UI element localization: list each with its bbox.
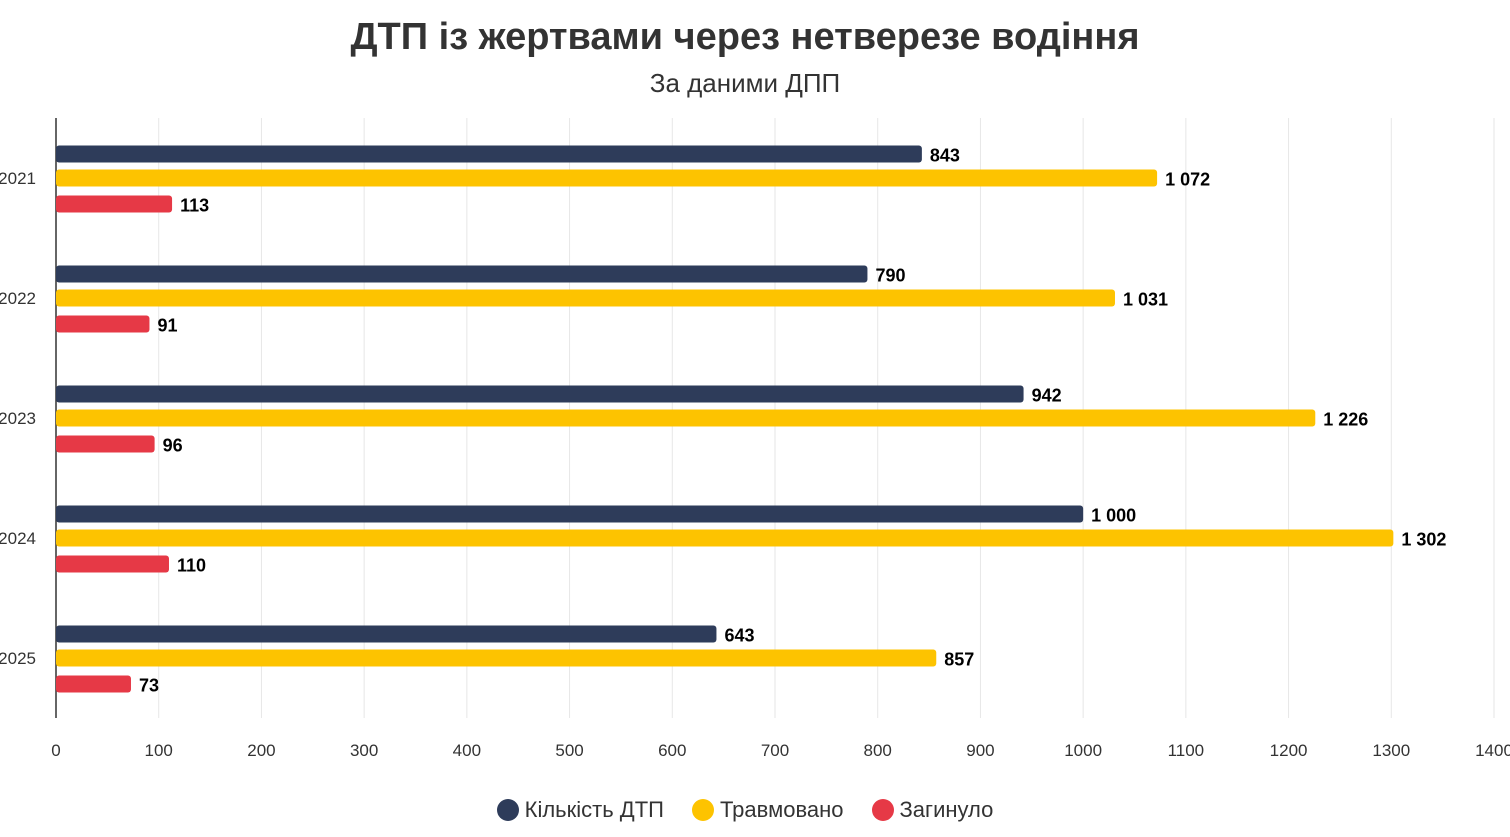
data-label: 1 000 [1091,506,1136,526]
bar-chart: 0 100 200 300 400 500 600 700 800 900 1000 1100 1200… [0,118,1510,760]
data-label: 942 [1032,386,1062,406]
y-category-label: 2023 [0,409,36,428]
bar [56,505,1084,523]
data-label: 1 031 [1123,290,1168,310]
data-label: 73 [139,676,159,696]
y-category-label: 2022 [0,289,36,308]
bar [56,145,922,163]
x-tick-label: 0 [51,741,60,760]
x-tick-label: 1100 [1168,741,1205,760]
x-tick-label: 100 [145,741,173,760]
data-label: 790 [875,266,905,286]
x-tick-label: 500 [555,741,583,760]
x-tick-label: 600 [658,741,686,760]
legend-item-killed[interactable]: Загинуло [871,797,994,823]
chart-legend: Кількість ДТП Травмовано Загинуло [0,797,1490,823]
bar [56,195,173,213]
data-label: 113 [180,196,209,216]
x-tick-label: 1000 [1064,741,1102,760]
x-tick-label: 400 [453,741,481,760]
data-label: 643 [724,626,754,646]
bar [56,409,1316,427]
x-tick-label: 300 [350,741,378,760]
bar [56,289,1115,307]
bar [56,265,868,283]
x-tick-label: 800 [864,741,892,760]
bar [56,315,150,333]
x-tick-label: 1400 [1475,741,1510,760]
y-category-label: 2025 [0,649,36,668]
data-label: 91 [157,316,177,336]
chart-title: ДТП із жертвами через нетверезе водіння [350,16,1140,58]
data-label: 96 [163,436,183,456]
data-label: 857 [944,650,974,670]
data-label: 1 072 [1165,170,1210,190]
y-category-label: 2021 [0,169,36,188]
data-label: 110 [177,556,206,576]
legend-label-injured: Травмовано [719,797,844,822]
legend-item-injured[interactable]: Травмовано [691,797,844,823]
legend-label-killed: Загинуло [899,797,994,822]
bar [56,169,1158,187]
bar [56,385,1024,403]
x-tick-label: 1300 [1372,741,1410,760]
bar [56,675,131,693]
bar [56,625,717,643]
legend-item-crashes[interactable]: Кількість ДТП [496,797,664,823]
bar [56,555,169,573]
x-tick-label: 700 [761,741,789,760]
x-tick-label: 900 [966,741,994,760]
bar [56,529,1394,547]
data-label: 1 302 [1401,530,1446,550]
legend-marker-crashes [496,799,519,821]
legend-marker-injured [691,799,714,821]
bar [56,435,155,453]
chart-subtitle: За даними ДПП [649,68,841,98]
x-tick-label: 200 [247,741,275,760]
x-tick-label: 1200 [1270,741,1308,760]
y-category-label: 2024 [0,529,36,548]
data-label: 843 [930,146,960,166]
legend-label-crashes: Кількість ДТП [524,797,664,822]
bar [56,649,937,667]
data-label: 1 226 [1323,410,1368,430]
legend-marker-killed [871,799,894,821]
